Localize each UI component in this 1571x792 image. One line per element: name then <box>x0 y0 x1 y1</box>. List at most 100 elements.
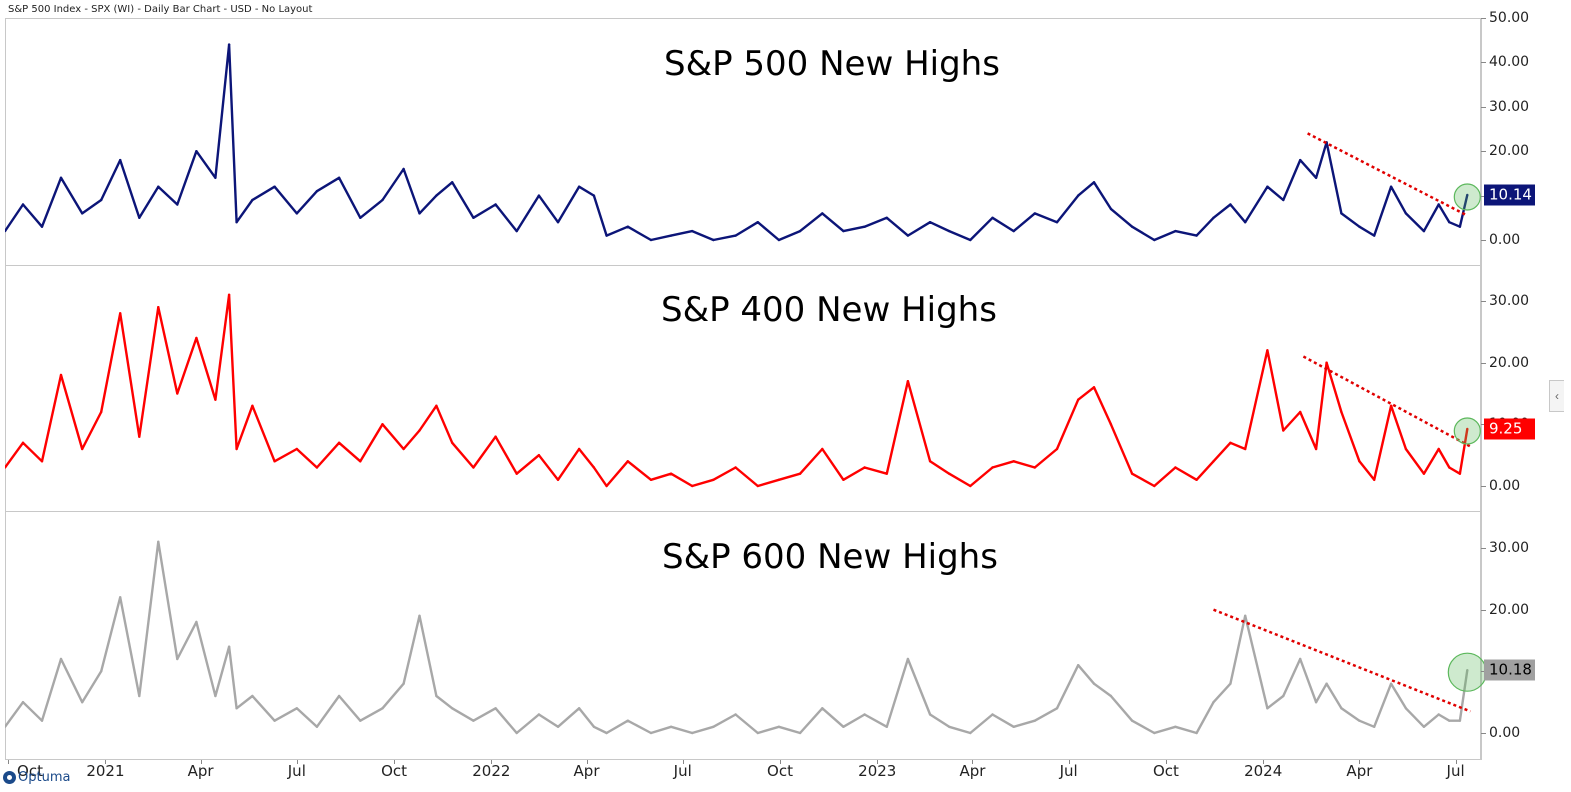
data-point-sp500 <box>928 221 932 224</box>
series-line-sp400 <box>5 293 1469 488</box>
data-point-sp500 <box>1012 229 1015 233</box>
optuma-logo: Optuma <box>3 770 70 785</box>
data-point-sp400 <box>649 478 653 481</box>
data-point-sp600 <box>712 725 715 728</box>
data-point-sp400 <box>81 447 84 451</box>
ytick-mark <box>1481 609 1486 611</box>
data-point-sp400 <box>605 484 608 488</box>
data-point-sp500 <box>451 181 454 184</box>
xtick-mark <box>105 760 107 764</box>
data-point-sp600 <box>381 707 384 710</box>
series-line-sp600 <box>5 540 1469 735</box>
data-point-sp400 <box>1466 427 1469 431</box>
data-point-sp500 <box>1448 221 1451 224</box>
data-point-sp400 <box>40 460 44 463</box>
data-point-sp400 <box>537 454 541 457</box>
data-point-sp600 <box>119 596 122 599</box>
data-point-sp500 <box>592 194 596 197</box>
xtick-mark <box>1165 760 1167 764</box>
data-point-sp400 <box>1130 472 1134 475</box>
data-point-sp400 <box>1314 447 1318 451</box>
data-point-sp400 <box>948 472 951 475</box>
ytick-mark <box>1481 362 1486 364</box>
xtick-mark <box>1068 760 1070 764</box>
xtick-label: 2022 <box>472 762 511 780</box>
data-point-sp600 <box>556 725 560 728</box>
ytick-mark <box>1481 106 1486 108</box>
ytick-label: 20.00 <box>1489 143 1530 160</box>
data-point-sp600 <box>1153 731 1156 735</box>
xtick-label: Apr <box>573 762 600 780</box>
data-point-sp600 <box>1195 731 1198 735</box>
data-point-sp500 <box>734 234 737 237</box>
data-point-sp600 <box>948 725 951 728</box>
pane-title-sp400: S&P 400 New Highs <box>661 290 997 330</box>
data-point-sp400 <box>863 466 866 469</box>
data-point-sp400 <box>119 312 122 315</box>
data-point-sp600 <box>885 725 888 728</box>
data-point-sp500 <box>119 158 122 162</box>
data-point-sp400 <box>435 404 438 407</box>
data-point-sp400 <box>1077 398 1080 401</box>
data-point-sp500 <box>691 229 694 233</box>
highlight-circle-sp400 <box>1453 417 1481 445</box>
xtick-mark <box>877 760 879 764</box>
xtick-label: Apr <box>959 762 986 780</box>
xtick-mark <box>682 760 684 764</box>
data-point-sp400 <box>928 460 932 463</box>
last-value-badge-sp400: 9.25 <box>1484 418 1535 440</box>
data-point-sp600 <box>21 701 25 704</box>
data-point-sp500 <box>402 167 405 171</box>
data-point-sp400 <box>798 472 802 475</box>
panel-collapse-button[interactable]: ‹ <box>1549 380 1564 412</box>
data-point-sp400 <box>1092 386 1096 389</box>
data-point-sp400 <box>1437 447 1440 451</box>
data-point-sp500 <box>1229 203 1232 206</box>
xtick-mark <box>586 760 588 764</box>
data-point-sp600 <box>1458 719 1462 722</box>
ytick-label: 40.00 <box>1489 54 1530 71</box>
data-point-sp400 <box>592 466 596 469</box>
data-point-sp600 <box>418 614 421 617</box>
data-point-sp500 <box>1404 212 1408 215</box>
data-point-sp600 <box>1437 713 1440 716</box>
pane-divider <box>5 265 1481 266</box>
data-point-sp500 <box>906 234 910 237</box>
data-point-sp400 <box>494 435 497 438</box>
data-point-sp600 <box>1358 719 1361 722</box>
data-point-sp400 <box>991 466 994 469</box>
data-point-sp500 <box>359 216 362 219</box>
data-point-sp400 <box>1244 447 1247 451</box>
data-point-sp500 <box>1092 181 1096 184</box>
data-point-sp400 <box>472 466 475 469</box>
data-point-sp600 <box>605 731 608 735</box>
xtick-label: 2024 <box>1244 762 1283 780</box>
data-point-sp500 <box>948 229 951 233</box>
data-point-sp400 <box>691 484 694 488</box>
xtick-label: Jul <box>1446 762 1465 780</box>
data-point-sp400 <box>273 460 276 463</box>
data-point-sp500 <box>21 203 25 206</box>
data-point-sp500 <box>556 221 560 224</box>
data-point-sp500 <box>5 229 7 233</box>
data-point-sp500 <box>712 238 715 242</box>
data-point-sp600 <box>195 620 198 624</box>
data-point-sp500 <box>1458 225 1462 228</box>
data-point-sp400 <box>1033 466 1037 469</box>
data-point-sp400 <box>227 293 231 296</box>
data-point-sp400 <box>1448 466 1451 469</box>
data-point-sp500 <box>1195 234 1198 237</box>
data-point-sp600 <box>798 731 802 735</box>
ytick-mark <box>1481 548 1486 549</box>
xtick-mark <box>1263 760 1265 764</box>
pane-title-sp500: S&P 500 New Highs <box>664 44 1000 84</box>
data-point-sp500 <box>195 150 198 153</box>
highlight-circle-sp500 <box>1453 183 1481 211</box>
data-point-sp600 <box>756 731 759 735</box>
data-point-sp400 <box>515 472 518 475</box>
ytick-mark <box>1481 151 1486 153</box>
xtick-mark <box>8 760 10 764</box>
trendline-sp500 <box>1307 132 1468 217</box>
ytick-mark <box>1481 240 1486 241</box>
